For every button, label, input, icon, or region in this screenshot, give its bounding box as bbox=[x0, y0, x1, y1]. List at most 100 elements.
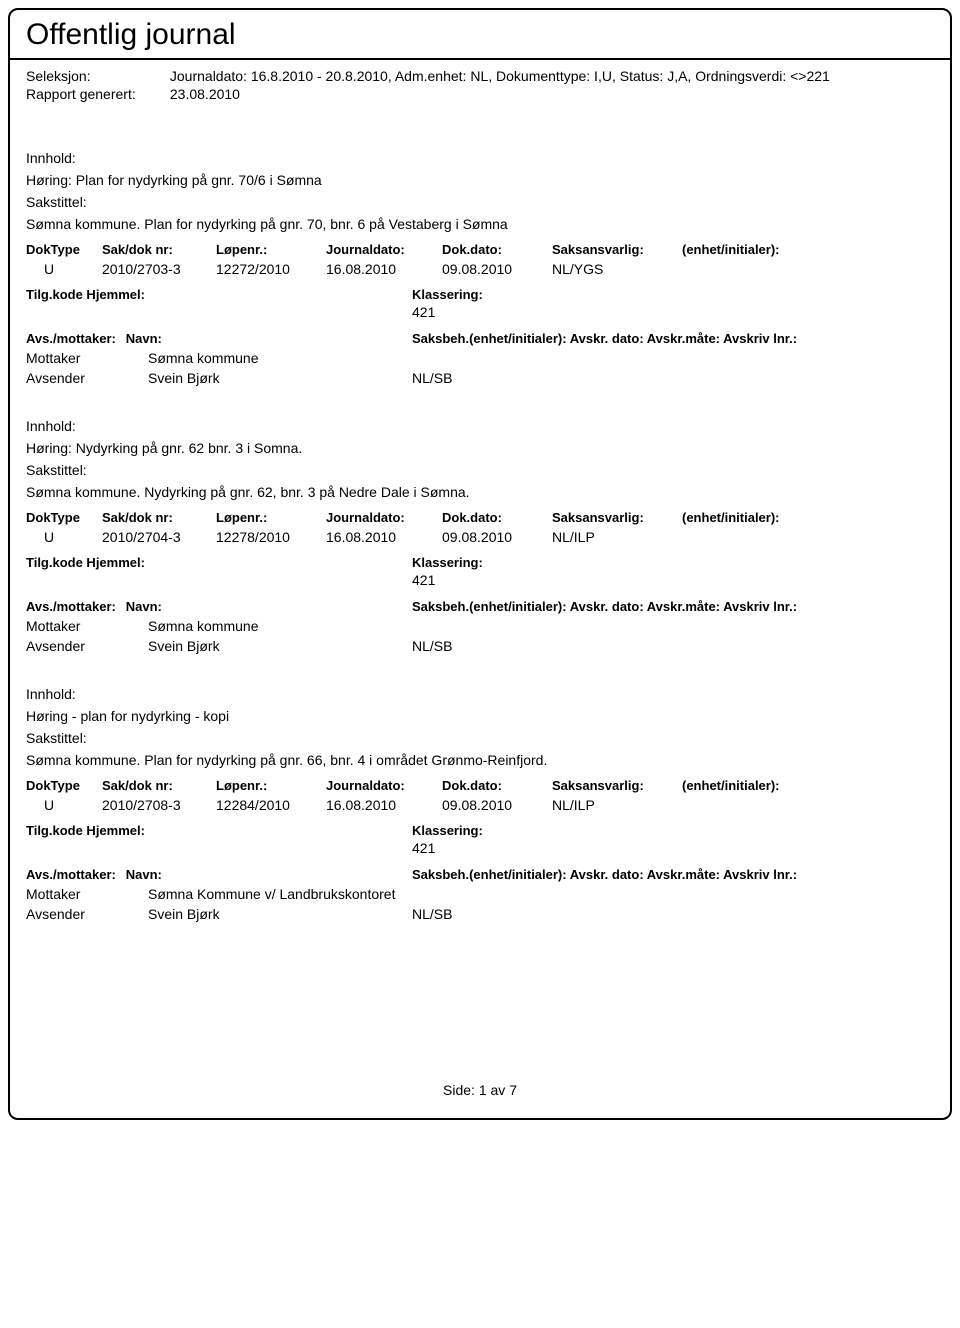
val-doktype: U bbox=[26, 529, 92, 545]
navn-label: Navn: bbox=[126, 599, 162, 614]
val-journaldato: 16.08.2010 bbox=[326, 261, 432, 277]
val-sakdok: 2010/2708-3 bbox=[102, 797, 206, 813]
saksbeh-header: Saksbeh.(enhet/initialer): Avskr. dato: … bbox=[412, 331, 797, 346]
klassering-label: Klassering: bbox=[412, 287, 483, 302]
col-saksansvarlig-header: Saksansvarlig: bbox=[552, 242, 672, 257]
val-lopenr: 12278/2010 bbox=[216, 529, 316, 545]
meta-seleksjon-row: Seleksjon: Journaldato: 16.8.2010 - 20.8… bbox=[26, 68, 934, 84]
tilgkode-hjemmel: Tilg.kode Hjemmel: bbox=[26, 287, 412, 302]
val-sakdok: 2010/2703-3 bbox=[102, 261, 206, 277]
side-total: 7 bbox=[509, 1082, 517, 1098]
party-role: Mottaker bbox=[26, 886, 148, 902]
page-frame: Offentlig journal Seleksjon: Journaldato… bbox=[8, 8, 952, 1120]
klassering-label: Klassering: bbox=[412, 823, 483, 838]
data-header-row: DokType Sak/dok nr: Løpenr.: Journaldato… bbox=[26, 510, 934, 529]
party-name: Sømna kommune bbox=[148, 350, 412, 366]
col-doktype-header: DokType bbox=[26, 242, 92, 257]
header: Offentlig journal bbox=[10, 10, 950, 54]
col-dokdato-header: Dok.dato: bbox=[442, 778, 542, 793]
party-role: Avsender bbox=[26, 370, 148, 386]
party-row: Mottaker Sømna kommune bbox=[26, 350, 934, 366]
avs-header-row: Avs./mottaker: Navn: Saksbeh.(enhet/init… bbox=[26, 330, 934, 346]
navn-label: Navn: bbox=[126, 867, 162, 882]
inhold-label: Innhold: bbox=[26, 150, 934, 166]
val-sakdok: 2010/2704-3 bbox=[102, 529, 206, 545]
party-role: Mottaker bbox=[26, 618, 148, 634]
avsmottaker-label: Avs./mottaker: bbox=[26, 599, 116, 614]
col-lopenr-header: Løpenr.: bbox=[216, 778, 316, 793]
meta-rapport-label: Rapport generert: bbox=[26, 86, 166, 102]
col-dokdato-header: Dok.dato: bbox=[442, 510, 542, 525]
party-row: Avsender Svein Bjørk NL/SB bbox=[26, 906, 934, 922]
tilg-row: Tilg.kode Hjemmel: Klassering: bbox=[26, 287, 934, 302]
party-row: Mottaker Sømna Kommune v/ Landbrukskonto… bbox=[26, 886, 934, 902]
klassering-label: Klassering: bbox=[412, 555, 483, 570]
tilgkode-hjemmel: Tilg.kode Hjemmel: bbox=[26, 823, 412, 838]
val-saksansvarlig: NL/ILP bbox=[552, 797, 672, 813]
val-dokdato: 09.08.2010 bbox=[442, 529, 542, 545]
val-saksansvarlig: NL/ILP bbox=[552, 529, 672, 545]
party-code: NL/SB bbox=[412, 638, 452, 654]
inhold-label: Innhold: bbox=[26, 418, 934, 434]
side-label: Side: bbox=[443, 1082, 475, 1098]
party-name: Svein Bjørk bbox=[148, 370, 412, 386]
journal-entry: Innhold: Høring: Nydyrking på gnr. 62 bn… bbox=[26, 418, 934, 654]
val-saksansvarlig: NL/YGS bbox=[552, 261, 672, 277]
tilgkode-hjemmel: Tilg.kode Hjemmel: bbox=[26, 555, 412, 570]
col-doktype-header: DokType bbox=[26, 510, 92, 525]
data-value-row: U 2010/2708-3 12284/2010 16.08.2010 09.0… bbox=[26, 797, 934, 813]
sakstittel-label: Sakstittel: bbox=[26, 730, 934, 746]
entries-container: Innhold: Høring: Plan for nydyrking på g… bbox=[10, 150, 950, 962]
val-dokdato: 09.08.2010 bbox=[442, 261, 542, 277]
col-enhet-header: (enhet/initialer): bbox=[682, 778, 822, 793]
side-page: 1 bbox=[479, 1082, 487, 1098]
party-name: Sømna kommune bbox=[148, 618, 412, 634]
data-header-row: DokType Sak/dok nr: Løpenr.: Journaldato… bbox=[26, 242, 934, 261]
data-header-row: DokType Sak/dok nr: Løpenr.: Journaldato… bbox=[26, 778, 934, 797]
col-saksansvarlig-header: Saksansvarlig: bbox=[552, 510, 672, 525]
party-role: Mottaker bbox=[26, 350, 148, 366]
col-journaldato-header: Journaldato: bbox=[326, 778, 432, 793]
inhold-text: Høring: Plan for nydyrking på gnr. 70/6 … bbox=[26, 172, 934, 188]
party-row: Mottaker Sømna kommune bbox=[26, 618, 934, 634]
tilg-row: Tilg.kode Hjemmel: Klassering: bbox=[26, 555, 934, 570]
party-row: Avsender Svein Bjørk NL/SB bbox=[26, 370, 934, 386]
party-name: Sømna Kommune v/ Landbrukskontoret bbox=[148, 886, 412, 902]
val-lopenr: 12284/2010 bbox=[216, 797, 316, 813]
inhold-text: Høring: Nydyrking på gnr. 62 bnr. 3 i So… bbox=[26, 440, 934, 456]
col-sakdok-header: Sak/dok nr: bbox=[102, 242, 206, 257]
col-sakdok-header: Sak/dok nr: bbox=[102, 510, 206, 525]
data-value-row: U 2010/2703-3 12272/2010 16.08.2010 09.0… bbox=[26, 261, 934, 277]
sakstittel-text: Sømna kommune. Plan for nydyrking på gnr… bbox=[26, 216, 934, 232]
meta-seleksjon-label: Seleksjon: bbox=[26, 68, 166, 84]
klassering-value: 421 bbox=[26, 840, 934, 856]
journal-entry: Innhold: Høring: Plan for nydyrking på g… bbox=[26, 150, 934, 386]
val-journaldato: 16.08.2010 bbox=[326, 797, 432, 813]
val-lopenr: 12272/2010 bbox=[216, 261, 316, 277]
col-lopenr-header: Løpenr.: bbox=[216, 242, 316, 257]
val-dokdato: 09.08.2010 bbox=[442, 797, 542, 813]
meta-block: Seleksjon: Journaldato: 16.8.2010 - 20.8… bbox=[10, 60, 950, 118]
inhold-label: Innhold: bbox=[26, 686, 934, 702]
sakstittel-text: Sømna kommune. Nydyrking på gnr. 62, bnr… bbox=[26, 484, 934, 500]
sakstittel-text: Sømna kommune. Plan for nydyrking på gnr… bbox=[26, 752, 934, 768]
klassering-value: 421 bbox=[26, 304, 934, 320]
avsmottaker-label: Avs./mottaker: bbox=[26, 867, 116, 882]
avs-header-row: Avs./mottaker: Navn: Saksbeh.(enhet/init… bbox=[26, 866, 934, 882]
col-dokdato-header: Dok.dato: bbox=[442, 242, 542, 257]
journal-entry: Innhold: Høring - plan for nydyrking - k… bbox=[26, 686, 934, 922]
col-saksansvarlig-header: Saksansvarlig: bbox=[552, 778, 672, 793]
sakstittel-label: Sakstittel: bbox=[26, 194, 934, 210]
col-doktype-header: DokType bbox=[26, 778, 92, 793]
col-enhet-header: (enhet/initialer): bbox=[682, 242, 822, 257]
meta-seleksjon-value: Journaldato: 16.8.2010 - 20.8.2010, Adm.… bbox=[170, 68, 830, 84]
navn-label: Navn: bbox=[126, 331, 162, 346]
party-row: Avsender Svein Bjørk NL/SB bbox=[26, 638, 934, 654]
party-name: Svein Bjørk bbox=[148, 638, 412, 654]
meta-rapport-row: Rapport generert: 23.08.2010 bbox=[26, 86, 934, 102]
page-footer: Side: 1 av 7 bbox=[10, 1082, 950, 1118]
party-name: Svein Bjørk bbox=[148, 906, 412, 922]
side-av: av bbox=[491, 1082, 506, 1098]
tilg-row: Tilg.kode Hjemmel: Klassering: bbox=[26, 823, 934, 838]
val-doktype: U bbox=[26, 797, 92, 813]
